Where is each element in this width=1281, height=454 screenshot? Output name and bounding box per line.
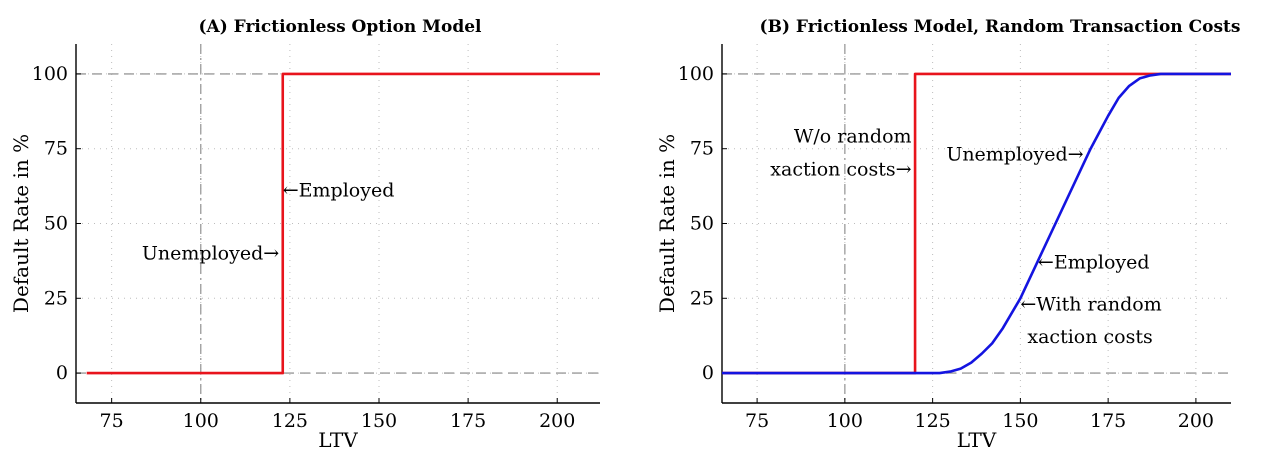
x-tick-label: 125 <box>914 410 950 432</box>
x-tick-label: 200 <box>1178 410 1214 432</box>
chart-title: (B) Frictionless Model, Random Transacti… <box>760 17 1241 37</box>
y-tick-label: 25 <box>44 287 68 309</box>
y-axis-label: Default Rate in % <box>9 134 33 313</box>
chart-panel-a: 75 100 125 150 175 200 0 25 50 75 100 (A) Frictionl… <box>9 17 600 452</box>
y-tick-label: 100 <box>678 63 714 85</box>
annotation-label: Unemployed→ <box>946 144 1083 166</box>
y-tick-label: 100 <box>32 63 68 85</box>
series-line-blue <box>722 72 1231 375</box>
y-tick-label: 50 <box>44 213 68 235</box>
x-tick-label: 100 <box>827 410 863 432</box>
y-axis-label: Default Rate in % <box>655 134 679 313</box>
x-tick-label: 75 <box>100 410 124 432</box>
annotation-label: xaction costs→ <box>770 159 911 181</box>
annotation-label: ←Employed <box>1038 251 1150 273</box>
series-line-red <box>86 72 600 375</box>
y-tick-label: 25 <box>690 287 714 309</box>
annotation-label: W/o random <box>794 126 912 148</box>
y-tick-label: 75 <box>44 138 68 160</box>
x-axis-label: LTV <box>957 428 997 452</box>
x-tick-label: 125 <box>272 410 308 432</box>
x-tick-label: 150 <box>1002 410 1038 432</box>
annotation-label: Unemployed→ <box>142 242 279 264</box>
annotation-label: ←Employed <box>283 180 395 202</box>
chart-panel-b: 75 100 125 150 175 200 0 25 50 75 100 (B) Frictionl… <box>655 17 1240 452</box>
x-tick-label: 150 <box>361 410 397 432</box>
x-tick-label: 75 <box>745 410 769 432</box>
x-tick-label: 100 <box>183 410 219 432</box>
x-axis-label: LTV <box>318 428 358 452</box>
x-tick-label: 175 <box>1090 410 1126 432</box>
x-tick-label: 200 <box>539 410 575 432</box>
y-tick-label: 50 <box>690 213 714 235</box>
y-tick-label: 0 <box>702 362 714 384</box>
y-tick-label: 0 <box>56 362 68 384</box>
annotation-label: xaction costs <box>1027 326 1152 348</box>
chart-title: (A) Frictionless Option Model <box>198 17 482 37</box>
y-tick-label: 75 <box>690 138 714 160</box>
x-tick-label: 175 <box>450 410 486 432</box>
annotation-label: ←With random <box>1020 293 1161 315</box>
